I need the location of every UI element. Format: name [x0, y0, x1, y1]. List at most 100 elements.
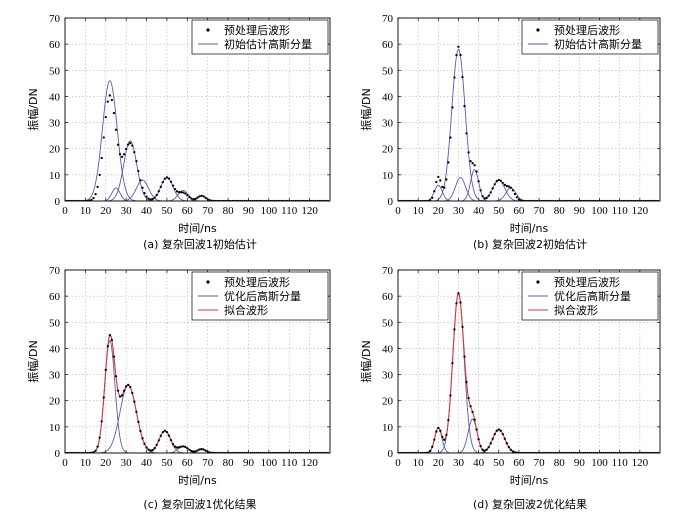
data-point [517, 198, 521, 201]
legend-label: 预处理后波形 [554, 24, 620, 37]
gaussian-component-1 [398, 184, 660, 201]
data-point [495, 180, 498, 183]
data-point [104, 115, 107, 119]
data-point [451, 106, 454, 109]
data-point [149, 449, 152, 452]
data-point [473, 164, 476, 167]
x-tick-label: 120 [632, 457, 649, 469]
x-tick-label: 10 [80, 205, 92, 217]
x-axis-label: 时间/ns [178, 474, 217, 487]
data-point [439, 179, 442, 182]
data-point [173, 188, 177, 191]
data-point [173, 445, 177, 448]
data-point [147, 197, 150, 200]
data-point [178, 190, 181, 194]
data-point [485, 196, 488, 199]
data-point [133, 150, 136, 154]
data-point [192, 198, 195, 201]
data-point [487, 194, 490, 197]
x-tick-label: 0 [395, 205, 401, 217]
y-tick-label: 20 [382, 396, 394, 408]
data-point [100, 420, 103, 423]
x-tick-label: 0 [62, 205, 68, 217]
x-tick-label: 50 [493, 205, 505, 217]
data-point [90, 198, 93, 201]
data-point [196, 196, 199, 199]
x-tick-label: 20 [433, 457, 445, 469]
data-point [491, 187, 494, 190]
data-point [437, 426, 440, 430]
data-point [433, 438, 436, 441]
data-point [507, 185, 510, 188]
data-point [208, 199, 211, 201]
data-point [483, 197, 486, 200]
data-point [505, 442, 508, 445]
x-tick-label: 20 [100, 205, 112, 217]
data-point [194, 197, 197, 201]
y-tick-label: 0 [388, 196, 394, 208]
data-point [451, 362, 454, 365]
x-tick-label: 40 [473, 457, 485, 469]
data-point [129, 141, 132, 145]
data-point [435, 180, 438, 184]
y-axis-label: 振幅/DN [359, 340, 373, 382]
legend-label: 优化后高斯分量 [224, 289, 301, 303]
data-point [477, 180, 480, 183]
x-tick-label: 30 [121, 457, 133, 469]
data-point [114, 128, 118, 131]
data-point [465, 380, 468, 384]
x-tick-label: 90 [243, 205, 255, 217]
chart-panel-b: 0 10 20 30 40 50 60 70 80 90 100 110 120 0 10 20 30 40 50 6… [359, 13, 661, 251]
y-tick-label: 60 [382, 39, 394, 51]
panel-caption: (a) 复杂回波1初始估计 [143, 237, 257, 251]
data-point [467, 396, 470, 400]
data-point [155, 193, 158, 197]
data-point [206, 450, 209, 453]
y-tick-label: 0 [55, 448, 61, 460]
legend-label: 优化后高斯分量 [554, 289, 631, 303]
x-tick-label: 30 [453, 205, 465, 217]
data-point [125, 148, 128, 151]
y-tick-label: 10 [49, 170, 61, 182]
data-point [131, 144, 134, 147]
data-point [489, 191, 492, 194]
data-point [433, 190, 436, 193]
data-point [515, 196, 519, 199]
y-tick-label: 60 [382, 291, 394, 303]
data-point [479, 445, 482, 448]
data-point [204, 449, 207, 452]
x-tick-label: 80 [554, 457, 566, 469]
data-point [98, 173, 101, 177]
data-point [495, 429, 498, 432]
legend-label: 拟合波形 [224, 303, 268, 317]
x-axis-label: 时间/ns [510, 474, 549, 487]
data-point [513, 451, 517, 453]
x-tick-label: 110 [281, 457, 298, 469]
data-point [159, 434, 162, 437]
y-tick-label: 50 [49, 65, 61, 77]
axes-frame [64, 269, 331, 454]
x-tick-label: 70 [534, 457, 546, 469]
y-axis-label: 振幅/DN [26, 340, 40, 382]
data-point [184, 192, 187, 195]
data-point [135, 160, 138, 163]
data-point [435, 430, 438, 433]
data-point [167, 434, 171, 437]
y-tick-label: 10 [49, 422, 61, 434]
x-tick-label: 40 [141, 205, 153, 217]
y-tick-label: 30 [49, 118, 61, 130]
data-point [471, 162, 474, 165]
legend-marker-points [206, 28, 210, 32]
data-point [159, 185, 162, 188]
gaussian-component-2 [398, 292, 660, 453]
data-point [94, 192, 97, 196]
data-point [511, 189, 515, 192]
y-tick-label: 70 [49, 13, 61, 25]
y-tick-label: 20 [49, 144, 61, 156]
data-point [202, 195, 205, 198]
data-point [441, 185, 444, 189]
data-point [188, 448, 191, 451]
data-point [469, 159, 472, 163]
